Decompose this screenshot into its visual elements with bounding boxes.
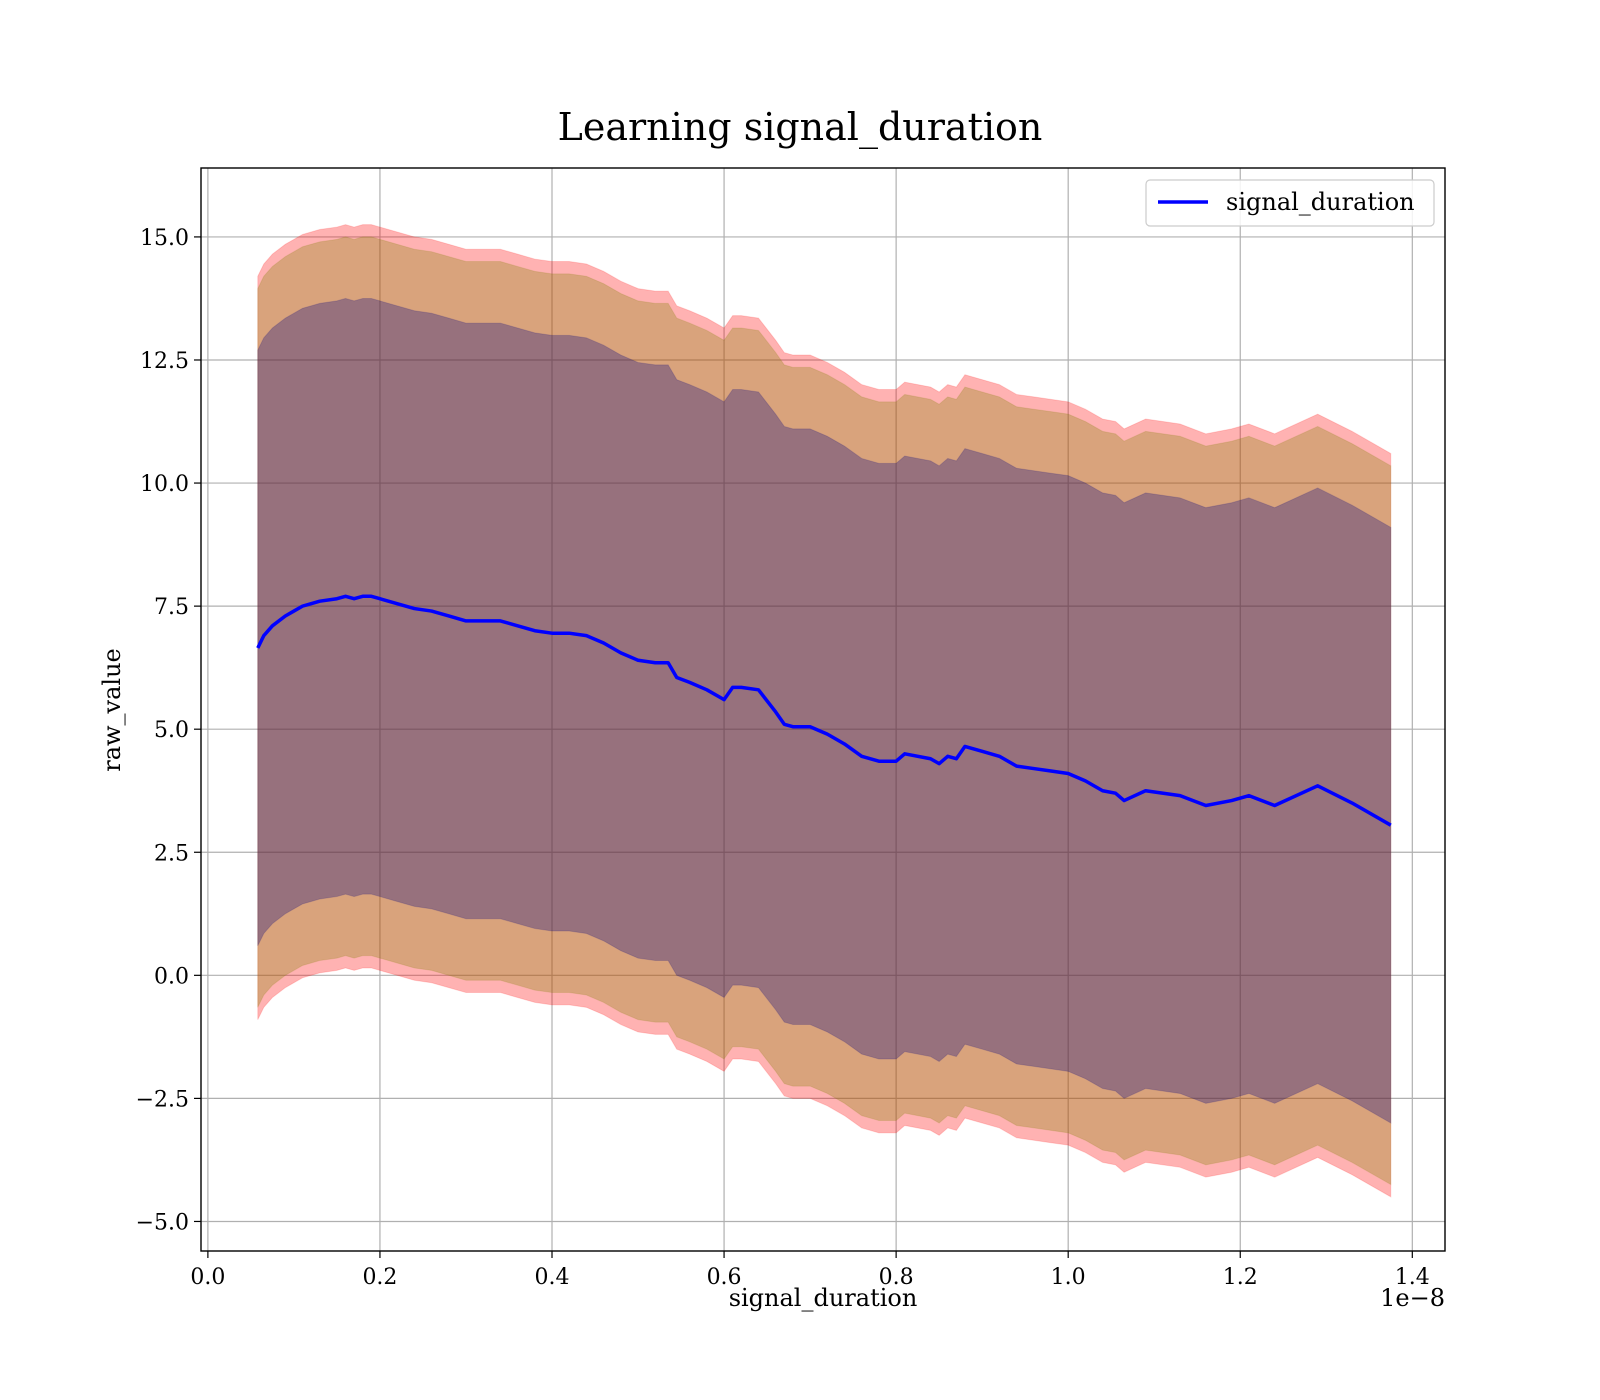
confidence-band-1 bbox=[257, 224, 1392, 1198]
y-tick-label: 10.0 bbox=[140, 472, 189, 497]
x-axis-ticks: 0.0 0.2 0.4 0.6 0.8 1.0 1.2 1.4 bbox=[190, 1251, 1430, 1290]
y-tick-label: −5.0 bbox=[136, 1210, 189, 1235]
x-tick-label: 0.8 bbox=[879, 1265, 914, 1290]
x-tick-label: 0.4 bbox=[535, 1265, 570, 1290]
x-axis-label: signal_duration bbox=[729, 1284, 918, 1312]
x-tick-label: 1.0 bbox=[1051, 1265, 1086, 1290]
grid bbox=[201, 168, 1445, 1251]
y-axis-ticks: −5.0 −2.5 0.0 2.5 5.0 7.5 10.0 12.5 15.0 bbox=[136, 226, 201, 1235]
confidence-band-3 bbox=[257, 297, 1392, 1124]
y-tick-label: 15.0 bbox=[140, 226, 189, 251]
y-tick-label: 0.0 bbox=[154, 964, 189, 989]
confidence-band-2 bbox=[257, 236, 1392, 1186]
legend-entry-signal-duration: signal_duration bbox=[1226, 188, 1415, 216]
plot-area-frame bbox=[200, 167, 1446, 1252]
x-tick-label: 0.0 bbox=[190, 1265, 225, 1290]
y-tick-label: 2.5 bbox=[154, 841, 189, 866]
series-lines bbox=[256, 594, 1392, 827]
x-axis-offset-label: 1e−8 bbox=[1380, 1284, 1445, 1312]
x-tick-label: 0.6 bbox=[707, 1265, 742, 1290]
series-line-1 bbox=[256, 594, 1392, 827]
y-tick-label: −2.5 bbox=[136, 1087, 189, 1112]
y-tick-label: 12.5 bbox=[140, 349, 189, 374]
y-axis-label: raw_value bbox=[98, 648, 126, 772]
legend: signal_duration bbox=[1145, 179, 1435, 227]
y-tick-label: 5.0 bbox=[154, 718, 189, 743]
x-tick-label: 1.4 bbox=[1395, 1265, 1430, 1290]
legend-box bbox=[1145, 179, 1435, 227]
x-tick-label: 1.2 bbox=[1223, 1265, 1258, 1290]
x-tick-label: 0.2 bbox=[362, 1265, 397, 1290]
y-tick-label: 7.5 bbox=[154, 595, 189, 620]
chart-title: Learning signal_duration bbox=[558, 105, 1043, 150]
confidence-bands bbox=[257, 224, 1392, 1198]
